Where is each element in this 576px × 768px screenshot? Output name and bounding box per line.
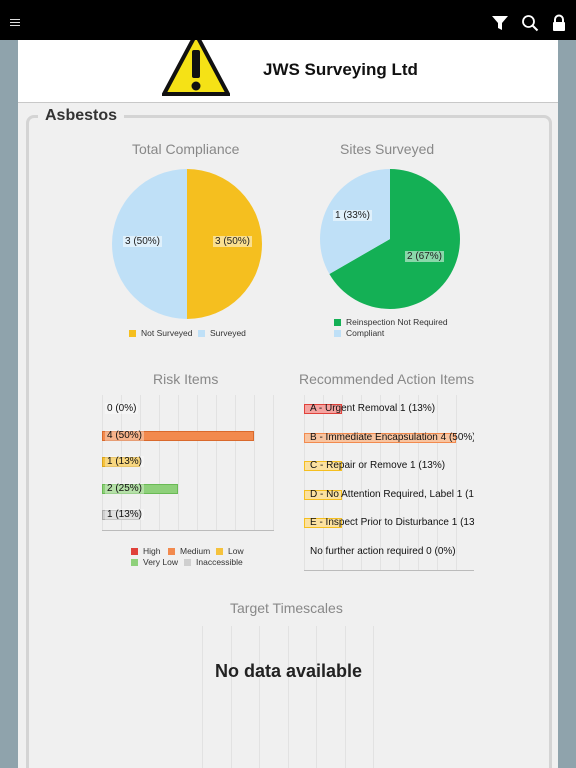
legend-surveyed: Surveyed	[198, 328, 246, 338]
grid-line	[287, 626, 289, 768]
menu-icon[interactable]	[10, 19, 20, 27]
grid-line	[197, 395, 198, 530]
pie-sites-surveyed	[320, 169, 460, 309]
action-bar[interactable]	[304, 489, 342, 500]
grid-line	[235, 395, 236, 530]
grid-line	[202, 626, 203, 768]
pie-label-surveyed: 3 (50%)	[123, 236, 163, 247]
risk-bar-label: 4 (50%)	[105, 429, 145, 441]
risk-bar[interactable]	[102, 483, 178, 494]
grid-line	[456, 395, 457, 570]
company-name: JWS Surveying Ltd	[263, 60, 418, 79]
action-bar[interactable]	[304, 518, 342, 528]
grid-line	[273, 395, 274, 530]
risk-bar-label: 2 (25%)	[105, 482, 145, 494]
lock-icon[interactable]	[550, 14, 568, 32]
grid-line	[323, 395, 324, 570]
top-toolbar	[0, 0, 576, 40]
risk-items-plot: 0 (0%) 4 (50%) 1 (13%) 2 (25%) 1 (13%)	[102, 395, 274, 531]
chart-title-total-compliance: Total Compliance	[132, 141, 240, 157]
grid-line	[259, 626, 260, 768]
action-bar[interactable]	[304, 432, 456, 443]
grid-line	[216, 395, 217, 530]
action-bar[interactable]	[304, 404, 342, 414]
legend-very-low: Very Low	[131, 557, 178, 567]
recommended-actions-plot: A - Urgent Removal 1 (13%) B - Immediate …	[304, 395, 474, 571]
grid-line	[342, 395, 343, 570]
grid-line	[304, 395, 305, 570]
grid-line	[140, 395, 141, 530]
legend-reinspection: Reinspection Not Required	[334, 317, 448, 327]
pie-slice-reinspection	[329, 169, 460, 309]
asbestos-fieldset	[26, 115, 552, 768]
risk-bar-label: 1 (13%)	[105, 456, 145, 467]
legend-high: High	[131, 546, 160, 556]
grid-line	[178, 395, 179, 530]
pie-label-compliant: 1 (33%)	[333, 210, 373, 221]
pie-label-not-surveyed: 3 (50%)	[213, 236, 253, 247]
company-header: JWS Surveying Ltd	[18, 40, 558, 103]
action-bar-label: No further action required 0 (0%)	[310, 545, 456, 557]
grid-line	[159, 395, 160, 530]
pie-slice-compliant	[320, 169, 390, 274]
action-bar[interactable]	[304, 461, 342, 471]
warning-triangle-icon	[162, 40, 230, 96]
pie-label-reinspection: 2 (67%)	[405, 251, 445, 262]
action-bar-label: A - Urgent Removal 1 (13%)	[310, 403, 436, 414]
chart-title-risk-items: Risk Items	[153, 371, 219, 387]
target-timescales-plot	[202, 626, 374, 768]
grid-line	[437, 395, 438, 570]
action-bar-label: C - Repair or Remove 1 (13%)	[310, 460, 446, 471]
chart-title-target-timescales: Target Timescales	[230, 600, 343, 616]
legend-compliant: Compliant	[334, 328, 384, 338]
grid-line	[373, 626, 374, 768]
risk-bar-label: 0 (0%)	[105, 403, 139, 414]
grid-line	[380, 395, 381, 570]
legend-low: Low	[216, 546, 244, 556]
risk-bar[interactable]	[102, 457, 140, 467]
search-icon[interactable]	[521, 14, 539, 32]
risk-bar-label: 1 (13%)	[105, 509, 145, 520]
grid-line	[344, 626, 346, 768]
action-bar-label: D - No Attention Required, Label 1 (13%)	[310, 488, 474, 500]
grid-line	[418, 395, 419, 570]
asbestos-panel: Asbestos Total Compliance 3 (50%) 3 (50%…	[18, 103, 558, 768]
no-data-message: No data available	[215, 661, 363, 681]
risk-bar[interactable]	[102, 510, 140, 520]
grid-line	[230, 626, 232, 768]
legend-not-surveyed: Not Surveyed	[129, 328, 193, 338]
grid-line	[316, 626, 317, 768]
action-bar-label: B - Immediate Encapsulation 4 (50%)	[310, 431, 474, 443]
filter-icon[interactable]	[491, 14, 509, 32]
grid-line	[399, 395, 400, 570]
chart-title-sites-surveyed: Sites Surveyed	[340, 141, 435, 157]
legend-inaccessible: Inaccessible	[184, 557, 243, 567]
section-title: Asbestos	[38, 107, 125, 125]
action-bar-label: E - Inspect Prior to Disturbance 1 (13%)	[310, 517, 474, 528]
legend-medium: Medium	[168, 546, 210, 556]
grid-line	[361, 395, 362, 570]
grid-line	[254, 395, 255, 530]
risk-bar[interactable]	[102, 430, 254, 441]
chart-title-recommended-actions: Recommended Action Items	[299, 371, 475, 387]
